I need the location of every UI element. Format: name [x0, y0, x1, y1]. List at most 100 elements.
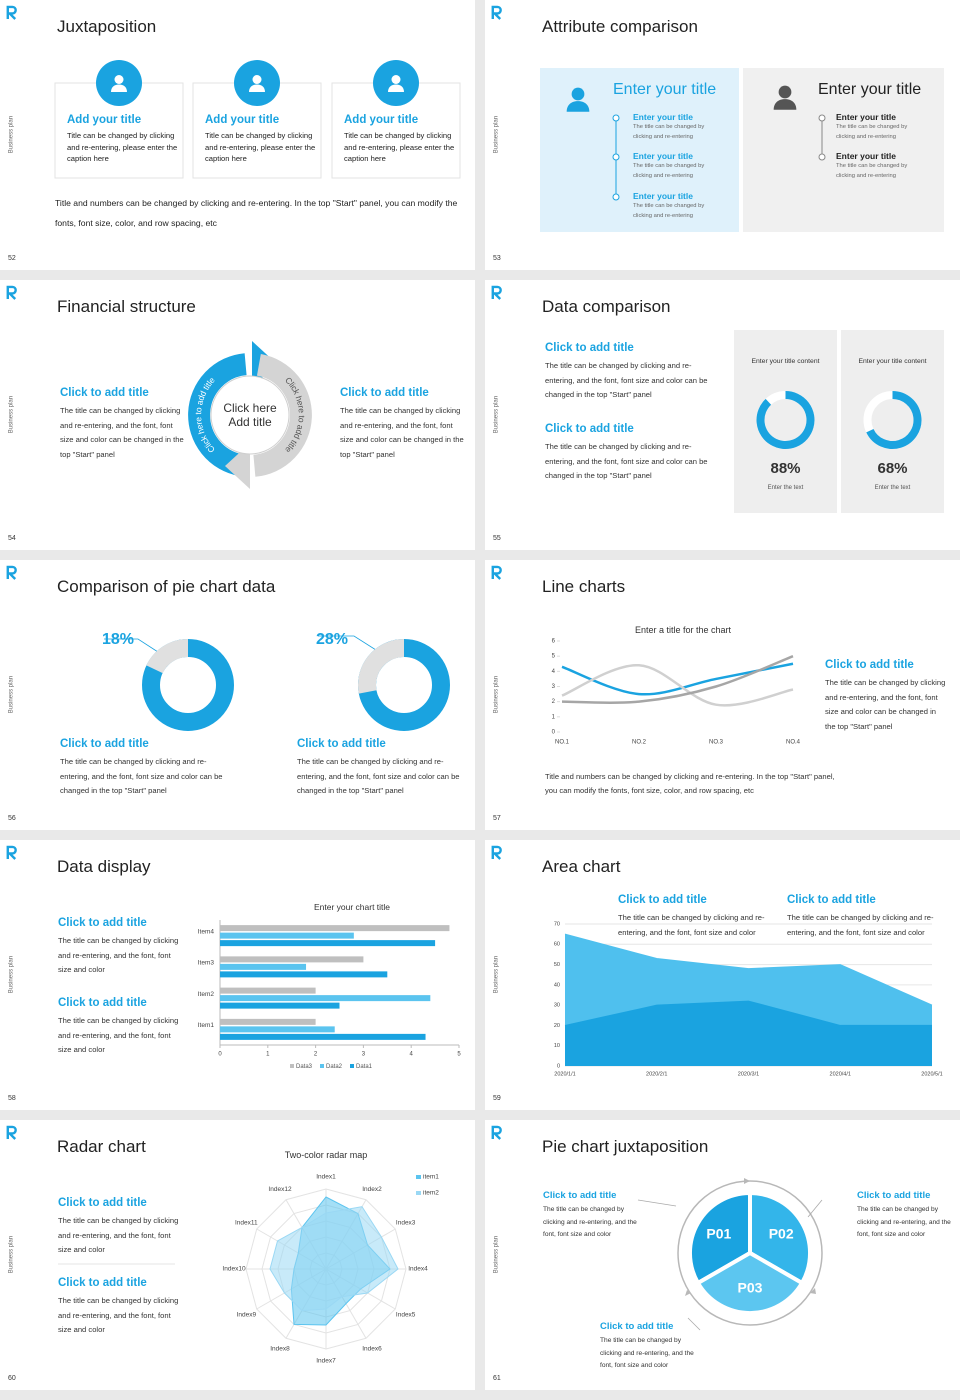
y-tick-label: 70 — [554, 921, 560, 927]
slide-title: Attribute comparison — [542, 17, 698, 36]
leader-line — [807, 1199, 823, 1218]
panel-title: Enter your title — [818, 81, 922, 98]
bar — [220, 971, 388, 978]
y-tick-label: 5 — [552, 654, 556, 660]
slide-marks — [142, 639, 450, 731]
y-tick-label: 30 — [554, 1003, 560, 1009]
note: Title and numbers can be changed by clic… — [55, 198, 458, 228]
pie-decor — [104, 635, 377, 653]
axis-label: Index12 — [268, 1186, 292, 1193]
page-number: 58 — [8, 1095, 16, 1102]
bar — [220, 963, 307, 970]
center-label: Click here Add title — [223, 401, 277, 429]
item-text: The title can be changed by clicking and… — [58, 1296, 179, 1334]
segment-label: P01 — [706, 1226, 731, 1242]
bar — [220, 940, 436, 947]
note: Title and numbers can be changed by clic… — [545, 772, 835, 795]
item-title: Enter your title — [633, 112, 693, 122]
item-title: Click to add title — [58, 917, 147, 929]
leader-line — [637, 1199, 677, 1207]
card — [54, 82, 184, 179]
axis-label: Index7 — [316, 1358, 336, 1365]
y-tick-label: 0 — [557, 1063, 560, 1069]
y-tick-label: 40 — [554, 982, 560, 988]
line-series — [561, 655, 794, 705]
panel — [734, 330, 837, 513]
side-label: Business plan — [8, 1235, 15, 1274]
area — [565, 1001, 932, 1066]
bar — [220, 1018, 316, 1025]
axis-label: Index4 — [408, 1266, 428, 1273]
bar — [220, 1026, 335, 1033]
x-tick-label: NO.2 — [632, 740, 647, 746]
bar — [220, 987, 316, 994]
cycle-arc — [252, 353, 312, 477]
radar-series — [269, 1206, 399, 1312]
x-tick-label: 2020/5/1 — [921, 1071, 942, 1077]
item-title: Enter your title — [633, 191, 693, 201]
item-title: Click to add title — [543, 1190, 617, 1201]
y-tick-label: Item1 — [198, 1022, 215, 1029]
axis-label: Index3 — [396, 1220, 416, 1227]
page-number: 57 — [493, 815, 501, 822]
slide-marks — [756, 391, 922, 449]
legend-swatch — [320, 1064, 324, 1068]
side-label: Business plan — [8, 675, 15, 714]
item-text: The title can be changed by clicking and… — [545, 442, 708, 480]
item-text: The title can be changed by clicking and… — [58, 1016, 179, 1054]
axis-label: Index1 — [316, 1174, 336, 1181]
cycle-arc — [188, 353, 248, 477]
page-number: 54 — [8, 535, 16, 542]
slide-marks: Index1 Index2 Index3 Index4 Index5 Index6 Inde… — [222, 1174, 439, 1365]
item-text: The title can be changed by clicking and… — [58, 1216, 179, 1254]
slide-marks: 0 1 2 3 4 5 6 NO.1 NO.2 NO.3 NO.4 — [552, 639, 801, 746]
side-label: Business plan — [8, 955, 15, 994]
ring-arrow — [685, 1290, 691, 1296]
item-text: The title can be changed by clicking and… — [58, 936, 179, 974]
x-tick-label: NO.3 — [709, 740, 724, 746]
gauge-caption: Enter the text — [874, 485, 911, 491]
pie-slice — [146, 639, 189, 674]
axis-label: Index10 — [222, 1266, 246, 1273]
legend-swatch — [416, 1175, 421, 1179]
card-text: Title can be changed by clicking and re-… — [205, 131, 316, 163]
slide-title: Comparison of pie chart data — [57, 577, 276, 596]
slide — [0, 1120, 475, 1390]
item-title: Click to add title — [60, 738, 149, 750]
legend-swatch — [350, 1064, 354, 1068]
item-text: The title can be changed by clicking and… — [633, 203, 705, 219]
page-number: 53 — [493, 255, 501, 262]
y-tick-label: 6 — [552, 639, 556, 645]
bar — [220, 932, 354, 939]
y-tick-label: 60 — [554, 942, 560, 948]
pie-value: 28% — [316, 631, 349, 648]
pie-value: 18% — [102, 631, 135, 648]
legend-label: Data3 — [296, 1064, 313, 1070]
bar — [220, 956, 364, 963]
slide-title: Area chart — [542, 857, 621, 876]
gauge-value: 88% — [770, 460, 801, 477]
item-text: The title can be changed by clicking and… — [836, 124, 908, 140]
y-tick-label: 0 — [552, 730, 556, 736]
card-title: Add your title — [67, 114, 142, 126]
y-tick-label: Item2 — [198, 991, 215, 998]
cycle-decor: Click here to add title Click here to ad… — [188, 341, 312, 489]
gauge-arc — [866, 391, 922, 449]
gauge-decor — [734, 330, 944, 513]
axis-label: Index2 — [362, 1186, 382, 1193]
side-label: Business plan — [493, 1235, 500, 1274]
item-title: Click to add title — [600, 1321, 674, 1332]
legend-label: Data2 — [326, 1064, 343, 1070]
slide — [0, 560, 475, 830]
area-edge — [564, 1000, 932, 1026]
bar — [220, 1002, 340, 1009]
area-edge — [564, 933, 933, 1006]
card-title: Add your title — [344, 114, 419, 126]
gauge-heading: Enter your title content — [751, 358, 820, 365]
gauge-arc — [756, 391, 815, 449]
item-text: The title can be changed by clicking and… — [633, 163, 705, 179]
item-text: The title can be changed by clicking and… — [825, 678, 946, 731]
